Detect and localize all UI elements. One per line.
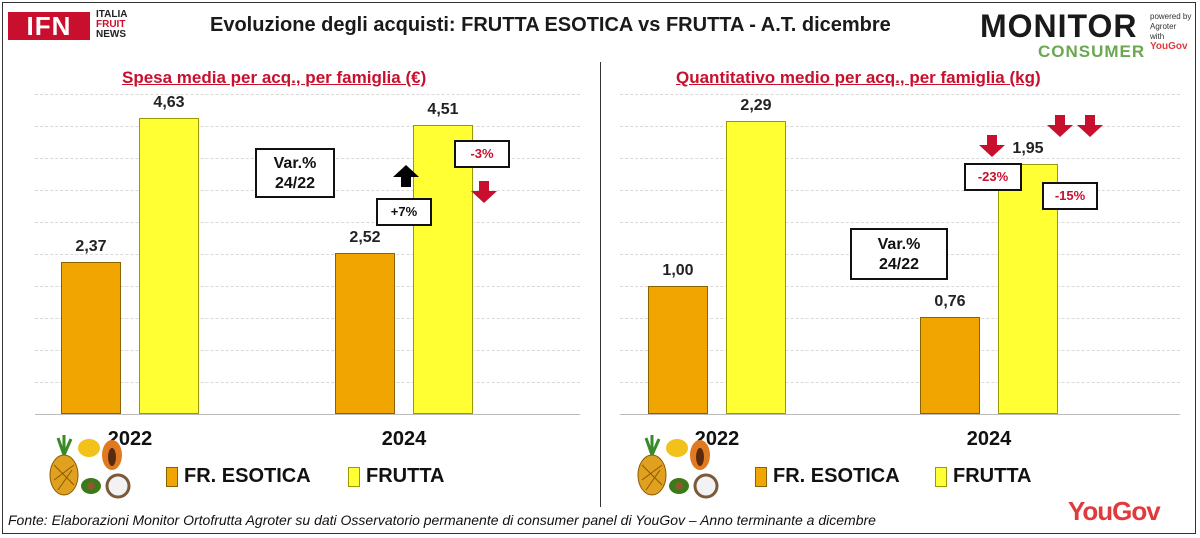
bar-exotic-2022 <box>648 286 708 414</box>
ifn-logo: IFN ITALIA FRUIT NEWS <box>8 8 158 44</box>
legend-swatch-fruit <box>348 467 360 487</box>
bar-exotic-2022 <box>61 262 121 414</box>
legend-label-exotic: FR. ESOTICA <box>773 465 900 487</box>
change-box-exotic: +7% <box>376 198 432 226</box>
gridline <box>620 190 1180 191</box>
gridline <box>35 318 580 319</box>
data-label: 1,00 <box>662 262 694 279</box>
fruit-cluster-icon <box>637 435 719 499</box>
category-label: 2024 <box>381 428 427 450</box>
legend-swatch-exotic <box>755 467 767 487</box>
bar-exotic-2024 <box>920 316 980 414</box>
arrow-down-icon <box>979 135 1005 157</box>
legend-label-fruit: FRUTTA <box>366 465 445 487</box>
data-label: 1,95 <box>1012 140 1044 158</box>
x-axis-line <box>620 414 1180 415</box>
arrow-up-icon <box>393 165 419 187</box>
gridline <box>620 126 1180 127</box>
source-note: Fonte: Elaborazioni Monitor Ortofrutta A… <box>8 512 876 528</box>
gridline <box>620 382 1180 383</box>
mc-logo-monitor: MONITOR <box>980 8 1138 44</box>
panel-divider <box>600 62 601 507</box>
gridline <box>35 222 580 223</box>
yougov-logo: YouGov <box>1068 496 1161 526</box>
data-label: 2,52 <box>349 228 381 246</box>
main-title: Evoluzione degli acquisti: FRUTTA ESOTIC… <box>210 14 891 36</box>
gridline <box>620 158 1180 159</box>
arrow-down-icon <box>1077 115 1103 137</box>
data-label: 2,29 <box>740 96 772 114</box>
bar-exotic-2024 <box>335 252 395 414</box>
monitor-consumer-logo: MONITOR CONSUMER powered by Agroter with… <box>980 8 1195 64</box>
gridline <box>620 286 1180 287</box>
legend-swatch-fruit <box>935 467 947 487</box>
mc-logo-partners: powered by Agroter with YouGov <box>1150 12 1192 52</box>
bar-fruit-2024 <box>413 125 473 414</box>
ifn-logo-mark: IFN <box>8 12 90 40</box>
gridline <box>35 94 580 95</box>
gridline <box>35 254 580 255</box>
legend-swatch-exotic <box>166 467 178 487</box>
mc-logo-consumer: CONSUMER <box>1038 42 1146 61</box>
gridline <box>35 126 580 127</box>
arrow-down-icon <box>471 181 497 203</box>
arrow-down-icon <box>1047 115 1073 137</box>
data-label: 2,37 <box>75 238 107 256</box>
data-label: 0,76 <box>934 292 966 310</box>
bar-fruit-2022 <box>726 120 786 414</box>
legend-label-exotic: FR. ESOTICA <box>184 465 311 487</box>
legend-label-fruit: FRUTTA <box>953 465 1032 487</box>
change-box-exotic: -23% <box>964 163 1022 191</box>
gridline <box>35 350 580 351</box>
chart-title: Spesa media per acq., per famiglia (€) <box>122 68 427 87</box>
gridline <box>620 222 1180 223</box>
gridline <box>620 94 1180 95</box>
ifn-logo-text: ITALIA FRUIT NEWS <box>96 9 128 40</box>
chart-title: Quantitativo medio per acq., per famigli… <box>676 68 1041 87</box>
var-label-box: Var.% 24/22 <box>850 228 948 280</box>
bar-fruit-2022 <box>139 117 199 414</box>
var-label-box: Var.% 24/22 <box>255 148 335 198</box>
fruit-cluster-icon <box>49 435 131 499</box>
change-box-fruit: -3% <box>454 140 510 168</box>
gridline <box>35 286 580 287</box>
category-label: 2024 <box>966 428 1012 450</box>
data-label: 4,63 <box>153 93 185 111</box>
change-box-fruit: -15% <box>1042 182 1098 210</box>
x-axis-line <box>35 414 580 415</box>
gridline <box>620 350 1180 351</box>
gridline <box>620 318 1180 319</box>
gridline <box>35 382 580 383</box>
data-label: 4,51 <box>427 101 459 119</box>
